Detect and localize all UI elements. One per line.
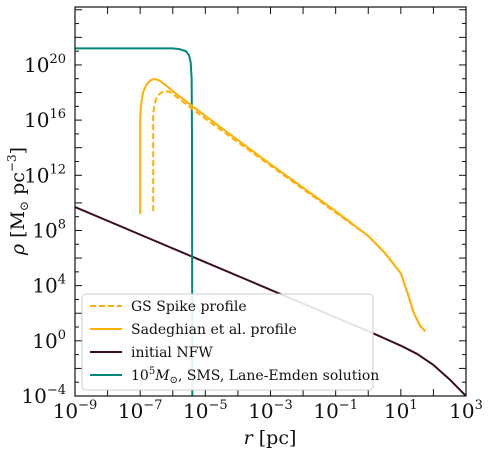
- series-line-0: [152, 90, 426, 332]
- y-tick-label: 1020: [24, 52, 66, 77]
- x-tick-exp: 3: [475, 398, 483, 413]
- y-tick-label: 1016: [24, 107, 66, 132]
- x-axis-label: r [pc]: [244, 427, 297, 449]
- y-tick-base: 10: [21, 384, 46, 408]
- y-axis-unit-pre: [M: [7, 211, 29, 238]
- y-axis-unit-sup: −3: [5, 154, 19, 172]
- x-tick-base: 10: [384, 399, 409, 423]
- x-tick-base: 10: [449, 399, 474, 423]
- x-tick-base: 10: [53, 399, 78, 423]
- y-tick-label: 1012: [24, 162, 66, 187]
- y-axis-unit-sub: ⊙: [17, 201, 31, 211]
- x-tick-base: 10: [118, 399, 143, 423]
- y-tick-base: 10: [32, 218, 57, 242]
- legend-label-sadeghian: Sadeghian et al. profile: [131, 322, 297, 338]
- y-tick-exp: −4: [47, 383, 66, 398]
- legend-label-sms: 105M⊙, SMS, Lane-Emden solution: [131, 366, 379, 386]
- tick-label-layer: 10−9 10−7 10−5 10−3 10−1 101 10310−41001041081…: [21, 52, 482, 423]
- y-axis-unit-post: ]: [7, 147, 29, 154]
- x-tick-exp: 1: [409, 398, 417, 413]
- x-tick-base: 10: [313, 399, 338, 423]
- series-line-3: [75, 47, 194, 396]
- x-tick-label: 103: [449, 398, 483, 423]
- x-tick-label: 10−9: [53, 398, 98, 423]
- legend: GS Spike profile Sadeghian et al. profil…: [81, 293, 379, 391]
- x-tick-label: 10−3: [248, 398, 293, 423]
- x-tick-label: 10−7: [118, 398, 163, 423]
- x-tick-exp: −3: [274, 398, 293, 413]
- y-tick-label: 104: [32, 273, 66, 298]
- legend-label-nfw: initial NFW: [131, 345, 213, 361]
- y-tick-base: 10: [24, 108, 49, 132]
- y-tick-exp: 12: [49, 162, 66, 177]
- x-tick-label: 101: [384, 398, 418, 423]
- x-tick-exp: −9: [78, 398, 97, 413]
- x-tick-exp: −5: [208, 398, 227, 413]
- x-tick-label: 10−1: [313, 398, 358, 423]
- y-axis-var: ρ: [7, 243, 29, 256]
- x-tick-base: 10: [248, 399, 273, 423]
- y-axis-unit-mid: pc: [7, 172, 29, 201]
- legend-sms-sup: 5: [149, 366, 155, 377]
- y-tick-exp: 8: [58, 217, 66, 232]
- plot-frame: [74, 6, 467, 397]
- y-tick-exp: 0: [58, 328, 66, 343]
- x-tick-exp: −1: [339, 398, 358, 413]
- x-tick-label: 10−5: [183, 398, 228, 423]
- x-tick-exp: −7: [143, 398, 162, 413]
- y-tick-exp: 20: [49, 52, 66, 67]
- y-tick-exp: 4: [58, 273, 66, 288]
- legend-sms-mid: M: [154, 368, 170, 384]
- y-tick-label: 108: [32, 217, 66, 242]
- y-tick-base: 10: [24, 163, 49, 187]
- x-tick-base: 10: [183, 399, 208, 423]
- legend-sms-post: , SMS, Lane-Emden solution: [178, 368, 379, 384]
- y-tick-base: 10: [32, 329, 57, 353]
- y-axis-label: ρ [M⊙ pc−3]: [5, 147, 31, 256]
- y-tick-label: 100: [32, 328, 66, 353]
- legend-box: [81, 293, 374, 391]
- legend-sms-pre: 10: [131, 368, 149, 384]
- y-tick-base: 10: [24, 53, 49, 77]
- x-axis-var: r: [244, 427, 255, 449]
- legend-label-gs-spike: GS Spike profile: [131, 299, 247, 315]
- y-tick-base: 10: [32, 274, 57, 298]
- y-tick-label: 10−4: [21, 383, 66, 408]
- x-axis-unit: [pc]: [259, 427, 297, 449]
- legend-sms-sub: ⊙: [170, 375, 178, 386]
- y-tick-exp: 16: [49, 107, 66, 122]
